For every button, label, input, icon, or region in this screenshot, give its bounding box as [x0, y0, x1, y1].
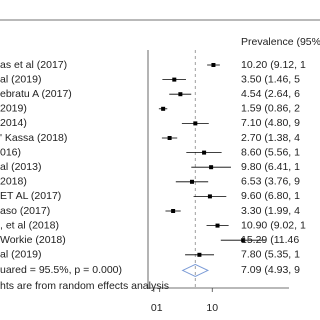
estimate-label: 10.90 (9.02, 1 [241, 219, 306, 231]
estimate-label: 10.20 (9.12, 1 [241, 59, 306, 71]
x-tick-label: 10 [206, 302, 218, 314]
estimate-label: 1.59 (0.86, 2 [241, 103, 300, 115]
study-label: , et al (2018) [0, 219, 59, 231]
overall-diamond [181, 263, 210, 277]
point-estimate [241, 238, 246, 243]
estimate-label: 7.10 (4.80, 9 [241, 117, 300, 129]
estimate-label: 9.80 (6.41, 1 [241, 161, 300, 173]
study-label: ET AL (2017) [0, 190, 61, 202]
study-label: as et al (2017) [0, 59, 67, 71]
study-label: ebratu A (2017) [0, 88, 72, 100]
point-estimate [189, 179, 194, 184]
study-label: 016) [0, 146, 21, 158]
point-estimate [161, 106, 166, 111]
study-label: 2018) [0, 176, 27, 188]
study-label: Workie (2018) [0, 234, 66, 246]
estimate-label: 6.53 (3.76, 9 [241, 176, 300, 188]
footnote: hts are from random effects analysis [0, 280, 169, 292]
estimate-label: 4.54 (2.64, 6 [241, 88, 300, 100]
x-tick-label: 0 [151, 302, 157, 314]
estimate-label: 3.50 (1.46, 5 [241, 73, 300, 85]
point-estimate [211, 63, 216, 67]
point-estimate [202, 150, 207, 155]
point-estimate [167, 136, 172, 140]
study-label: al (2019) [0, 73, 41, 85]
point-estimate [209, 165, 214, 170]
point-estimate [172, 77, 177, 82]
point-estimate [207, 194, 212, 199]
overall-estimate-label: 7.09 (4.93, 9 [241, 264, 300, 276]
estimate-label: 8.60 (5.56, 1 [241, 146, 300, 158]
study-label: 2014) [0, 117, 27, 129]
estimate-label: 3.30 (1.99, 4 [241, 205, 300, 217]
point-estimate [215, 223, 220, 228]
estimate-label: 7.80 (5.35, 1 [241, 249, 300, 261]
overall-label: uared = 95.5%, p = 0.000) [0, 264, 122, 276]
point-estimate [178, 92, 183, 97]
estimate-label: 2.70 (1.38, 4 [241, 132, 300, 144]
x-tick-label: 1 [157, 302, 163, 314]
study-label: al (2019) [0, 249, 41, 261]
point-estimate [171, 209, 176, 213]
study-label: 2019) [0, 103, 27, 115]
point-estimate [193, 121, 198, 126]
column-header: Prevalence (95% C [241, 36, 320, 48]
point-estimate [197, 252, 202, 257]
study-label: al (2013) [0, 161, 41, 173]
estimate-label: 15.29 (11.46 [241, 234, 299, 246]
study-label: ' Kassa (2018) [0, 132, 67, 144]
study-label: aso (2017) [0, 205, 50, 217]
estimate-label: 9.60 (6.80, 1 [241, 190, 300, 202]
